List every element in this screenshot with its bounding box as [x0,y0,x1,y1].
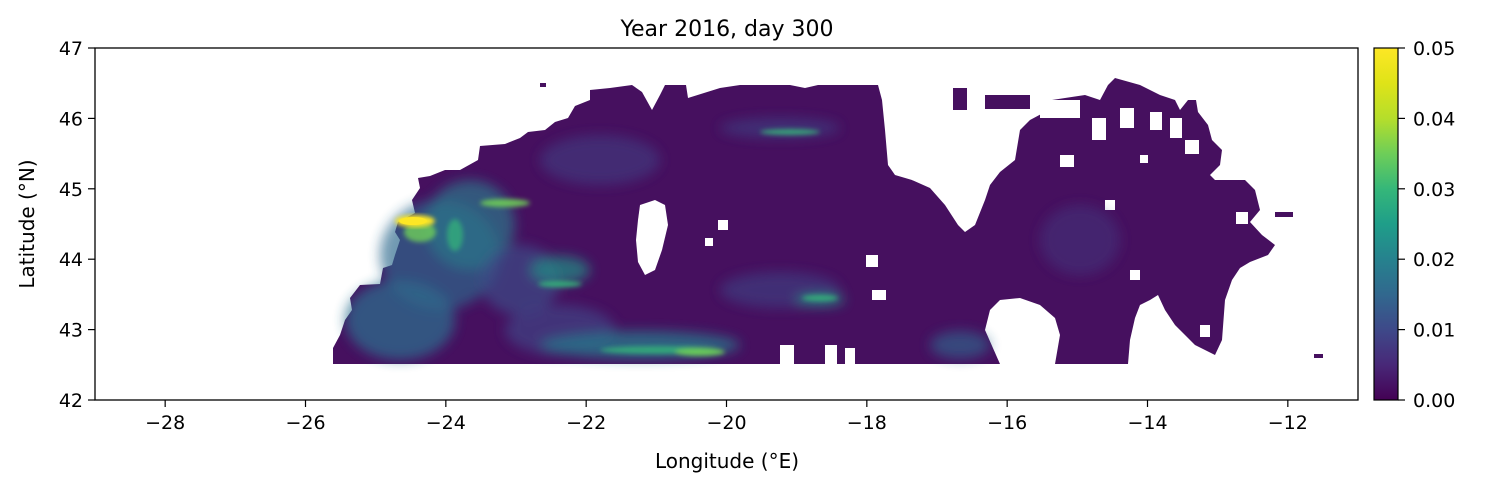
y-tick-label: 43 [59,320,83,342]
colorbar-axis: 0.00 0.01 0.02 0.03 0.04 0.05 [1398,38,1455,412]
intensity-streaks [404,129,838,356]
x-axis-label: Longitude (°E) [655,449,799,473]
y-tick-label: 45 [59,179,83,201]
y-axis-label: Latitude (°N) [15,159,39,288]
colorbar [1373,47,1399,401]
x-tick-label: −24 [426,412,466,434]
x-tick-label: −14 [1127,412,1167,434]
x-tick-label: −28 [145,412,185,434]
y-tick-label: 44 [59,249,83,271]
y-tick-label: 46 [59,108,83,130]
isolated-patches [540,83,1323,358]
x-tick-label: −20 [706,412,746,434]
colorbar-tick-label: 0.05 [1413,38,1455,60]
heatmap-field [333,78,1323,364]
colorbar-tick-label: 0.04 [1413,108,1455,130]
colorbar-tick-label: 0.00 [1413,390,1455,412]
x-tick-label: −26 [285,412,325,434]
colorbar-tick-label: 0.02 [1413,249,1455,271]
chart-title: Year 2016, day 300 [620,17,834,42]
x-axis: −28 −26 −24 −22 −20 −18 −16 −14 −12 [145,400,1308,434]
y-axis: 42 43 44 45 46 47 [59,38,95,412]
y-tick-label: 47 [59,38,83,60]
x-tick-label: −18 [847,412,887,434]
colorbar-tick-label: 0.03 [1413,179,1455,201]
max-intensity-core [399,217,427,225]
x-tick-label: −12 [1268,412,1308,434]
colorbar-tick-label: 0.01 [1413,320,1455,342]
x-tick-label: −22 [566,412,606,434]
x-tick-label: −16 [987,412,1027,434]
y-tick-label: 42 [59,390,83,412]
